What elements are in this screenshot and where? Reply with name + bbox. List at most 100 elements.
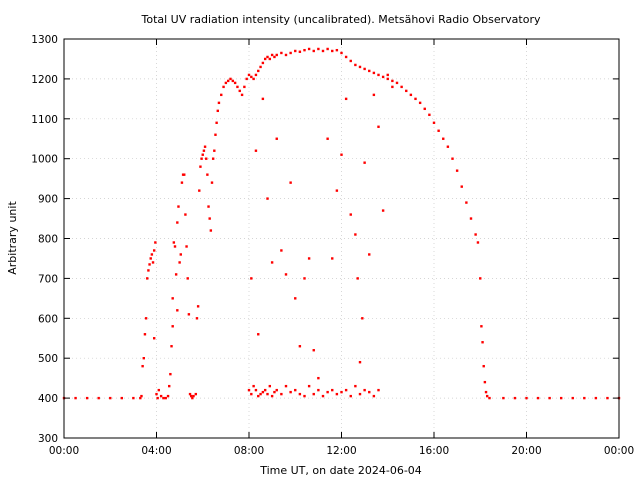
data-point — [340, 51, 343, 55]
y-tick-label: 400 — [38, 393, 58, 405]
data-point — [180, 181, 184, 184]
data-point — [263, 57, 267, 61]
data-point — [191, 396, 194, 400]
y-tick-label: 300 — [38, 433, 58, 445]
data-point — [185, 245, 188, 248]
data-point — [224, 81, 228, 85]
data-point — [97, 396, 100, 400]
data-point — [307, 257, 311, 260]
data-point — [215, 121, 218, 124]
data-point — [358, 65, 362, 69]
data-point — [571, 396, 574, 400]
data-point — [171, 297, 174, 300]
data-point — [257, 69, 260, 73]
data-point — [200, 157, 203, 160]
data-point — [195, 317, 199, 320]
data-point — [548, 396, 551, 400]
data-point — [303, 277, 306, 280]
data-point — [222, 85, 225, 89]
data-point — [372, 71, 376, 75]
data-point — [356, 277, 359, 280]
data-point — [238, 89, 241, 93]
data-point — [142, 357, 145, 360]
y-tick-label: 700 — [38, 273, 58, 285]
data-point — [317, 388, 320, 392]
data-point — [179, 253, 182, 256]
data-point — [469, 217, 473, 220]
y-tick-label: 1000 — [31, 154, 58, 166]
data-point — [245, 77, 248, 81]
y-tick-label: 1300 — [31, 34, 58, 46]
data-point — [152, 337, 156, 340]
data-point — [217, 101, 221, 105]
data-point — [335, 48, 339, 52]
data-point — [513, 396, 517, 400]
y-tick-label: 1100 — [31, 114, 58, 126]
data-point — [321, 394, 325, 398]
data-point — [275, 388, 278, 392]
data-point — [284, 53, 288, 57]
data-point — [199, 165, 202, 168]
data-point — [268, 384, 272, 388]
data-point — [275, 137, 278, 140]
data-point — [480, 325, 483, 328]
data-point — [186, 277, 189, 280]
data-point — [247, 388, 251, 392]
data-point — [294, 388, 297, 392]
y-axis-label: Arbitrary unit — [6, 201, 19, 275]
data-point — [414, 97, 417, 101]
data-point — [273, 55, 276, 59]
data-point — [377, 73, 380, 77]
data-point — [326, 390, 329, 394]
data-point — [85, 396, 89, 400]
data-point — [418, 101, 422, 105]
data-point — [141, 364, 144, 368]
data-point — [178, 261, 181, 264]
data-point — [139, 396, 142, 400]
data-point — [150, 253, 154, 256]
data-point — [284, 384, 288, 388]
data-point — [386, 73, 389, 77]
data-point — [243, 85, 246, 89]
data-point — [74, 396, 77, 400]
data-point — [273, 390, 276, 394]
data-point — [361, 317, 364, 320]
data-point — [140, 394, 143, 398]
data-point — [159, 394, 163, 398]
data-point — [270, 53, 274, 57]
data-point — [187, 313, 191, 316]
x-tick-label: 08:00 — [234, 445, 264, 457]
data-point — [391, 85, 394, 89]
data-point — [312, 49, 315, 53]
data-point — [211, 157, 215, 160]
data-point — [298, 50, 302, 53]
data-point — [372, 93, 376, 97]
data-point — [156, 396, 159, 400]
data-point — [488, 396, 491, 400]
data-point — [173, 245, 177, 248]
data-point — [261, 97, 265, 101]
data-point — [331, 257, 334, 260]
data-point — [280, 51, 283, 55]
data-point — [289, 181, 292, 184]
data-point — [152, 249, 156, 252]
data-point — [266, 197, 269, 200]
data-point — [266, 55, 269, 59]
y-tick-label: 800 — [38, 234, 58, 246]
data-point — [210, 181, 214, 184]
data-point — [303, 394, 306, 398]
data-point — [317, 47, 320, 51]
data-point — [270, 261, 274, 264]
data-point — [442, 137, 445, 140]
data-point — [183, 173, 186, 176]
data-point — [312, 392, 315, 396]
y-tick-label: 900 — [38, 194, 58, 206]
chart-title: Total UV radiation intensity (uncalibrat… — [141, 13, 541, 26]
data-point — [482, 364, 485, 368]
data-point — [303, 48, 306, 52]
data-point — [298, 345, 302, 348]
data-point — [363, 161, 366, 164]
data-point — [502, 396, 505, 400]
x-tick-label: 20:00 — [511, 445, 541, 457]
